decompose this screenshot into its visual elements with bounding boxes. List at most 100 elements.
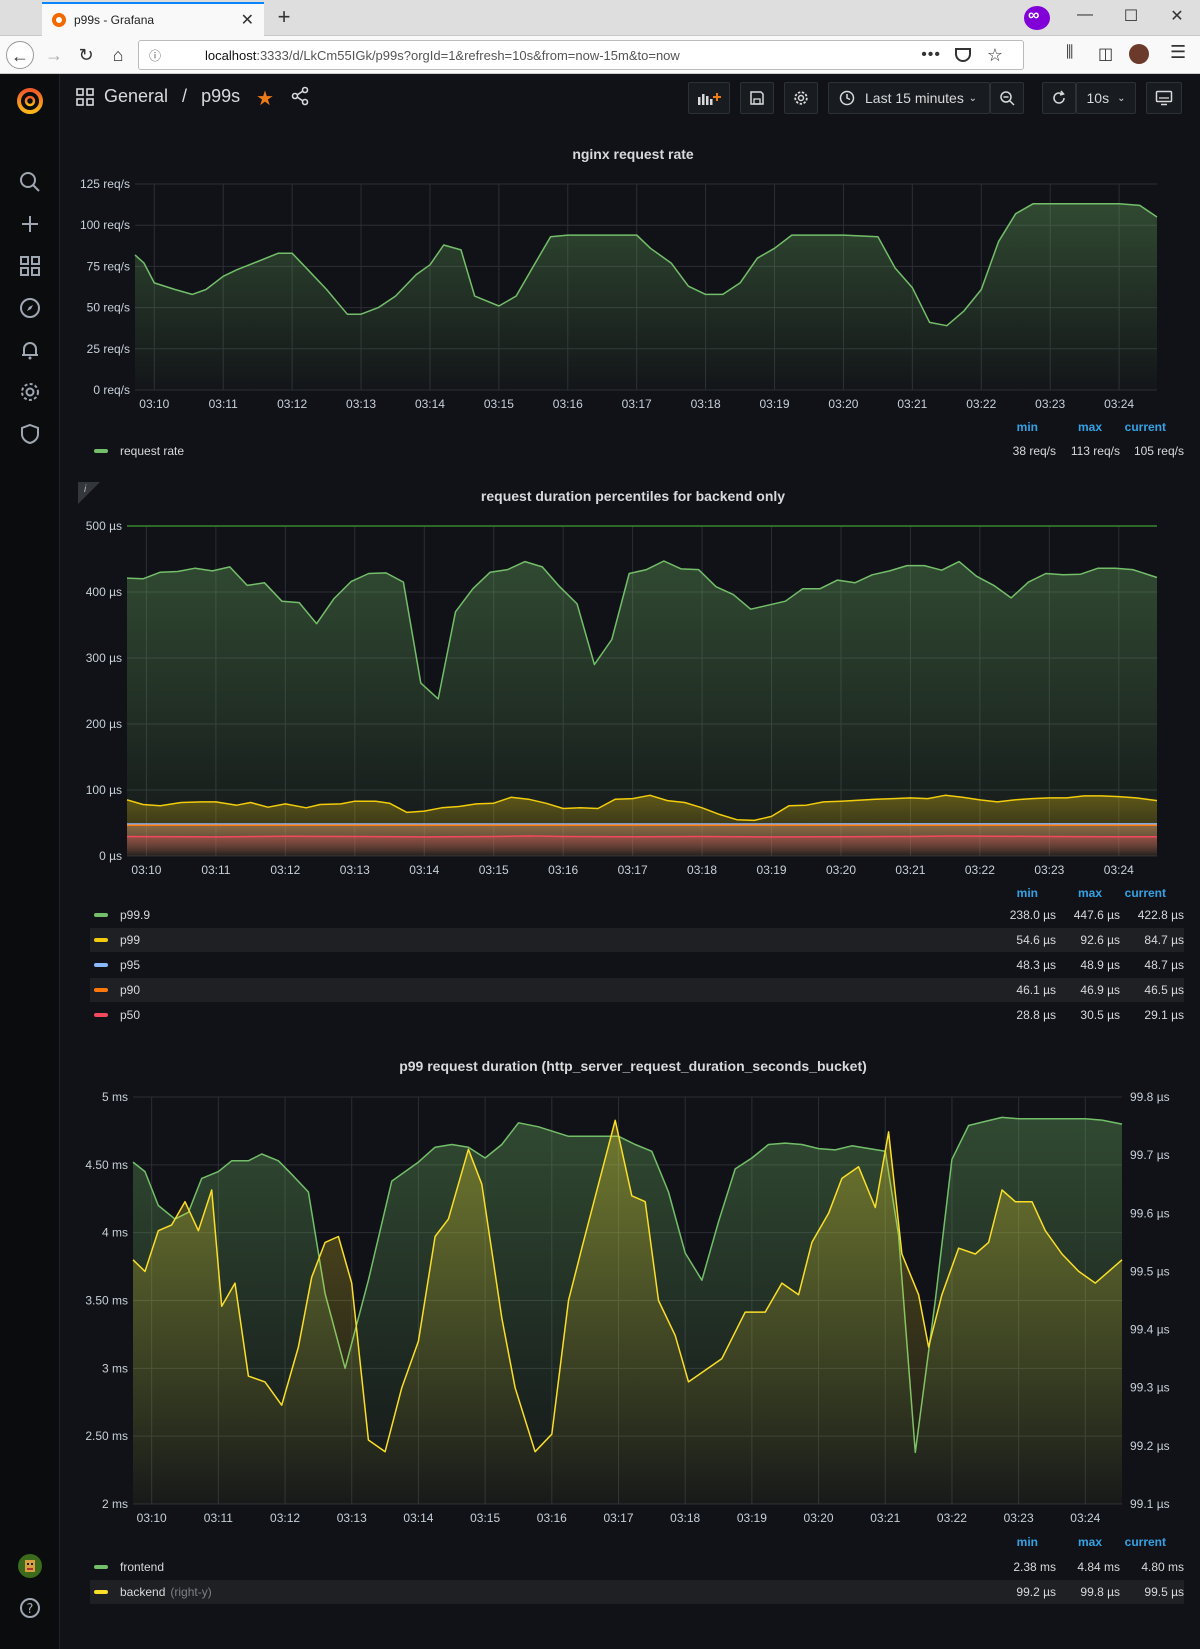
legend-series-name[interactable]: request rate [120, 444, 185, 458]
server-admin-shield-icon[interactable] [18, 422, 42, 446]
minimize-icon[interactable]: — [1077, 6, 1093, 23]
library-icon[interactable]: ⫼ [1066, 44, 1074, 61]
dashboards-grid-icon[interactable] [18, 254, 42, 278]
panel-title-rate[interactable]: nginx request rate [572, 146, 694, 162]
series-color-swatch[interactable] [94, 963, 108, 967]
series-color-swatch[interactable] [94, 913, 108, 917]
panel-info-corner[interactable] [78, 482, 100, 504]
legend-row[interactable]: backend (right-y) 99.2 µs 99.8 µs 99.5 µs [90, 1580, 1184, 1604]
y2-axis-tick-label: 99.1 µs [1130, 1497, 1170, 1511]
legend-header-current[interactable]: current [1124, 886, 1166, 900]
x-axis-tick-label: 03:24 [1070, 1511, 1100, 1525]
grafana-sidebar: ? [0, 74, 60, 1649]
legend-series-name[interactable]: p90 [120, 983, 992, 997]
alerting-bell-icon[interactable] [18, 338, 42, 362]
page-title[interactable]: p99s [201, 86, 241, 106]
pocket-icon[interactable] [955, 48, 971, 62]
legend-header-p99: min max current [72, 1535, 1166, 1553]
time-range-label: Last 15 minutes [865, 90, 964, 106]
legend-current: 105 req/s [1133, 444, 1184, 458]
back-arrow-icon[interactable]: ← [6, 41, 34, 69]
legend-series-name[interactable]: p99.9 [120, 908, 992, 922]
account-avatar[interactable] [1129, 44, 1149, 64]
legend-series-name[interactable]: p95 [120, 958, 992, 972]
maximize-icon[interactable]: ☐ [1123, 8, 1139, 25]
x-axis-tick-label: 03:18 [687, 863, 717, 877]
window-close-icon[interactable]: ✕ [1170, 8, 1184, 25]
panel-title-percentiles[interactable]: request duration percentiles for backend… [480, 488, 786, 504]
legend-row[interactable]: p95 48.3 µs 48.9 µs 48.7 µs [90, 953, 1184, 977]
legend-series-name[interactable]: p50 [120, 1008, 992, 1022]
menu-hamburger-icon[interactable]: ☰ [1170, 42, 1187, 62]
series-color-swatch[interactable] [94, 1565, 108, 1569]
refresh-interval-picker[interactable]: 10s ⌄ [1076, 82, 1136, 114]
cycle-view-mode-button[interactable] [1146, 82, 1182, 114]
bookmark-star-icon[interactable]: ☆ [986, 44, 1003, 65]
x-axis-tick-label: 03:11 [201, 863, 230, 877]
legend-row[interactable]: frontend 2.38 ms 4.84 ms 4.80 ms [90, 1555, 1184, 1579]
legend-series-name[interactable]: frontend [120, 1560, 992, 1574]
forward-arrow-icon[interactable]: → [45, 45, 63, 65]
y-axis-tick-label: 100 µs [86, 783, 122, 797]
site-info-icon[interactable]: ⓘ [149, 48, 162, 63]
series-line-p50 [126, 835, 1158, 838]
sidebar-toggle-icon[interactable]: ◫ [1098, 46, 1114, 63]
legend-row[interactable]: request rate 38 req/s 113 req/s 105 req/… [90, 439, 1184, 463]
reload-icon[interactable]: ↻ [78, 45, 94, 65]
series-color-swatch[interactable] [94, 449, 108, 453]
info-icon[interactable]: i [84, 484, 87, 495]
zoom-out-button[interactable] [990, 82, 1024, 114]
series-color-swatch[interactable] [94, 1013, 108, 1017]
new-tab-icon[interactable]: + [277, 4, 291, 29]
home-icon[interactable]: ⌂ [112, 45, 124, 65]
legend-header-min[interactable]: min [1016, 420, 1038, 434]
zoom-out-icon [1000, 91, 1015, 106]
grafana-logo-icon[interactable] [16, 86, 44, 114]
page-actions-icon[interactable]: ••• [921, 46, 941, 63]
add-panel-button[interactable] [688, 82, 730, 114]
favorite-star-icon[interactable]: ★ [256, 88, 274, 110]
browser-tab[interactable]: p99s - Grafana ✕ [42, 2, 264, 36]
help-icon[interactable]: ? [18, 1596, 42, 1620]
legend-header-max[interactable]: max [1077, 886, 1102, 900]
create-plus-icon[interactable] [18, 212, 42, 236]
panel-title-p99[interactable]: p99 request duration (http_server_reques… [399, 1058, 867, 1074]
time-picker-button[interactable]: Last 15 minutes ⌄ [828, 82, 990, 114]
address-bar[interactable]: ⓘ localhost:3333/d/LkCm55IGk/p99s?orgId=… [138, 40, 1024, 70]
dashboard-settings-button[interactable] [784, 82, 818, 114]
legend-row[interactable]: p90 46.1 µs 46.9 µs 46.5 µs [90, 978, 1184, 1002]
legend-header-current[interactable]: current [1124, 1535, 1166, 1549]
legend-header-current[interactable]: current [1124, 420, 1166, 434]
series-line-p99 [126, 794, 1158, 822]
x-axis-tick-label: 03:20 [826, 863, 856, 877]
legend-header-min[interactable]: min [1016, 1535, 1038, 1549]
legend-header-min[interactable]: min [1016, 886, 1038, 900]
legend-series-name[interactable]: p99 [120, 933, 992, 947]
legend-series-name[interactable]: backend (right-y) [120, 1585, 992, 1599]
explore-compass-icon[interactable] [18, 296, 42, 320]
save-dashboard-button[interactable] [740, 82, 774, 114]
legend-min: 38 req/s [1012, 444, 1056, 458]
y-axis-tick-label: 4.50 ms [85, 1158, 128, 1172]
user-avatar[interactable] [18, 1554, 42, 1578]
x-axis-tick-label: 03:17 [622, 397, 652, 411]
search-icon[interactable] [18, 170, 42, 194]
legend-row[interactable]: p99 54.6 µs 92.6 µs 84.7 µs [90, 928, 1184, 952]
legend-current: 84.7 µs [1144, 933, 1184, 947]
refresh-dashboard-button[interactable] [1042, 82, 1076, 114]
legend-header-max[interactable]: max [1077, 1535, 1102, 1549]
tab-close-icon[interactable]: ✕ [240, 12, 254, 29]
series-color-swatch[interactable] [94, 1590, 108, 1594]
series-color-swatch[interactable] [94, 988, 108, 992]
configuration-gear-icon[interactable] [18, 380, 42, 404]
breadcrumb-folder[interactable]: General [104, 86, 169, 106]
series-color-swatch[interactable] [94, 938, 108, 942]
legend-max: 30.5 µs [1080, 1008, 1120, 1022]
tab-title: p99s - Grafana [74, 13, 155, 27]
legend-header-max[interactable]: max [1077, 420, 1102, 434]
legend-max: 48.9 µs [1080, 958, 1120, 972]
legend-row[interactable]: p50 28.8 µs 30.5 µs 29.1 µs [90, 1003, 1184, 1027]
legend-row[interactable]: p99.9 238.0 µs 447.6 µs 422.8 µs [90, 903, 1184, 927]
share-icon[interactable] [290, 86, 310, 106]
dashboard-navbar: General / p99s ★ Last 15 minutes ⌄ 10s ⌄ [60, 74, 1200, 126]
